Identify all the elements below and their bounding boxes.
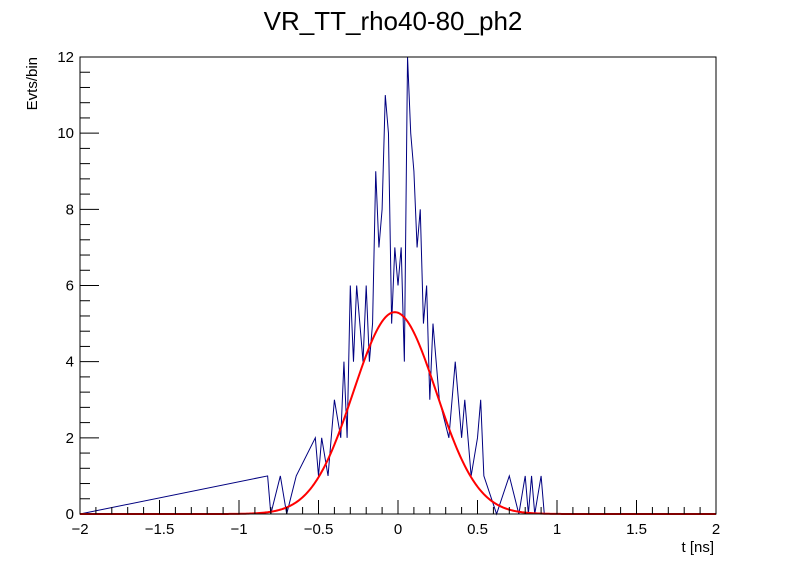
histogram-bin [452,400,455,514]
x-axis: −2 −1.5 −1 −0.5 0 0.5 1 1.5 2 [71,500,720,538]
gaussian-fit-curve [80,311,716,515]
histogram-bin [462,438,465,514]
chart-title: VR_TT_rho40-80_ph2 [264,6,523,36]
histogram-bin [373,324,376,514]
x-tick-label: 0 [394,521,402,538]
histogram-bin [439,400,442,514]
y-tick-label: 2 [66,430,74,447]
histogram-bin [417,247,420,514]
y-tick-label: 10 [57,125,74,142]
histogram-bin [423,324,426,514]
histogram-bin [430,400,433,514]
histogram-bin [382,209,385,514]
y-axis: 0 2 4 6 8 10 12 [57,49,99,523]
x-axis-label: t [ns] [681,539,714,556]
histogram-bin [379,247,382,514]
x-tick-label: −1 [230,521,247,538]
x-tick-label: −1.5 [145,521,175,538]
y-axis-label: Evts/bin [24,57,41,110]
histogram-bin [347,438,350,514]
histogram-outline [79,56,716,516]
x-tick-label: −0.5 [304,521,334,538]
y-tick-label: 6 [66,278,74,295]
histogram-bin [338,400,341,514]
y-tick-label: 8 [66,201,74,218]
x-tick-label: 2 [712,521,720,538]
histogram-bin [398,286,401,515]
histogram-series [79,56,716,516]
y-tick-label: 4 [66,354,74,371]
histogram-bin [395,247,398,514]
histogram-bin [369,362,372,514]
histogram-bin [411,133,414,514]
histogram-bin [309,476,312,514]
histogram-bin [404,362,407,514]
histogram-bin [385,95,388,514]
x-tick-label: 1.5 [626,521,647,538]
x-tick-label: 1 [553,521,561,538]
histogram-bin [363,362,366,514]
histogram-bin [341,438,344,514]
histogram-bin [449,438,452,514]
y-tick-label: 0 [66,506,74,523]
histogram-bin [414,171,417,514]
histogram-bin [376,171,379,514]
histogram-bin [446,400,449,514]
y-tick-label: 12 [57,49,74,66]
x-tick-label: −2 [71,521,88,538]
histogram-bin [296,476,299,514]
histogram-bin [392,324,395,514]
x-tick-label: 0.5 [467,521,488,538]
histogram-bin [328,476,331,514]
